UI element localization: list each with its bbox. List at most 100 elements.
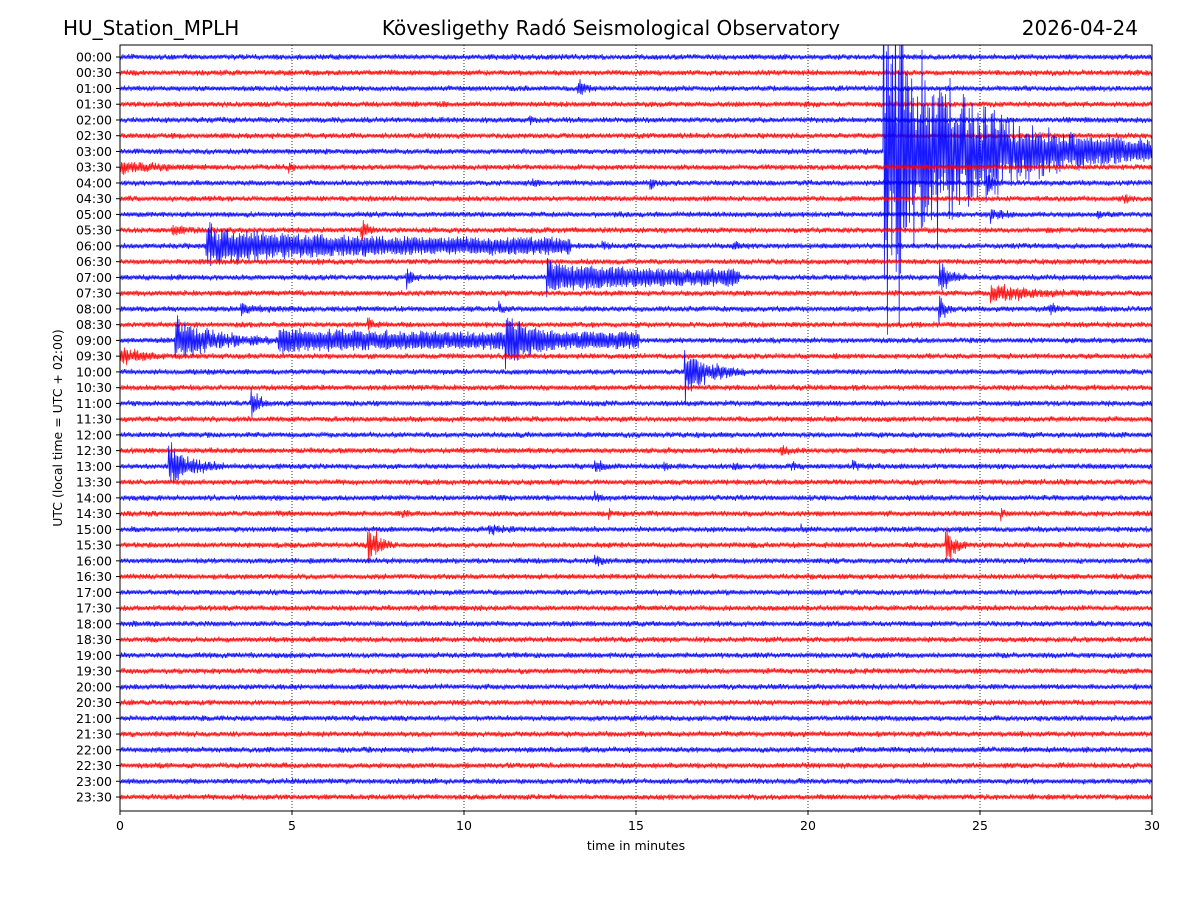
y-tick-label: 03:30 (76, 160, 112, 175)
y-axis-label: UTC (local time = UTC + 02:00) (50, 329, 65, 527)
trace-2200 (120, 746, 1152, 754)
y-tick-label: 09:00 (76, 333, 112, 348)
y-tick-label: 10:00 (76, 364, 112, 379)
trace-0730 (120, 283, 1152, 304)
y-tick-label: 12:30 (76, 443, 112, 458)
x-tick-label: 20 (800, 818, 816, 833)
y-axis: 00:0000:3001:0001:3002:0002:3003:0003:30… (76, 50, 120, 805)
trace-0300 (120, 45, 1152, 335)
trace-0900 (120, 315, 1152, 370)
y-tick-label: 14:00 (76, 490, 112, 505)
trace-0930 (120, 346, 1152, 366)
station-name: HU_Station_MPLH (63, 16, 240, 40)
y-tick-label: 02:00 (76, 112, 112, 127)
trace-1900 (120, 651, 1152, 659)
y-tick-label: 17:30 (76, 601, 112, 616)
y-tick-label: 22:00 (76, 742, 112, 757)
trace-2130 (120, 730, 1152, 738)
y-tick-label: 23:30 (76, 790, 112, 805)
y-tick-label: 05:00 (76, 207, 112, 222)
y-tick-label: 03:00 (76, 144, 112, 159)
x-tick-label: 5 (288, 818, 296, 833)
y-tick-label: 21:30 (76, 727, 112, 742)
y-tick-label: 05:30 (76, 223, 112, 238)
trace-1130 (120, 415, 1152, 423)
y-tick-label: 20:30 (76, 695, 112, 710)
y-tick-label: 23:00 (76, 774, 112, 789)
trace-1730 (120, 604, 1152, 612)
trace-1230 (120, 445, 1152, 456)
trace-1330 (120, 478, 1152, 486)
trace-1300 (120, 442, 1152, 484)
y-tick-label: 10:30 (76, 380, 112, 395)
x-tick-label: 30 (1144, 818, 1160, 833)
trace-1530 (120, 526, 1152, 563)
y-tick-label: 01:30 (76, 97, 112, 112)
trace-0800 (120, 295, 1152, 324)
y-tick-label: 20:00 (76, 679, 112, 694)
y-tick-label: 16:30 (76, 569, 112, 584)
trace-0700 (120, 257, 1152, 298)
y-tick-label: 21:00 (76, 711, 112, 726)
y-tick-label: 08:00 (76, 301, 112, 316)
y-tick-label: 11:30 (76, 412, 112, 427)
trace-1000 (120, 349, 1152, 405)
x-tick-label: 25 (972, 818, 988, 833)
y-tick-label: 17:00 (76, 585, 112, 600)
trace-0530 (120, 219, 1152, 242)
y-tick-label: 06:00 (76, 238, 112, 253)
y-tick-label: 12:00 (76, 427, 112, 442)
trace-0000 (120, 53, 1152, 61)
y-tick-label: 08:30 (76, 317, 112, 332)
y-tick-label: 22:30 (76, 758, 112, 773)
y-tick-label: 13:30 (76, 475, 112, 490)
trace-1430 (120, 507, 1152, 522)
trace-0400 (120, 174, 1152, 195)
y-tick-label: 00:00 (76, 50, 112, 65)
grid-lines (291, 45, 981, 811)
y-tick-label: 19:30 (76, 664, 112, 679)
y-tick-label: 14:30 (76, 506, 112, 521)
trace-0500 (120, 209, 1152, 224)
x-axis-label: time in minutes (587, 838, 685, 853)
x-tick-label: 0 (116, 818, 124, 833)
trace-1800 (120, 620, 1152, 628)
trace-2030 (120, 699, 1152, 706)
y-tick-label: 01:00 (76, 81, 112, 96)
trace-1400 (120, 490, 1152, 502)
trace-1930 (120, 667, 1152, 675)
trace-1600 (120, 554, 1152, 567)
date-label: 2026-04-24 (1021, 16, 1138, 40)
trace-2000 (120, 683, 1152, 691)
trace-0130 (120, 100, 1152, 108)
trace-0100 (120, 79, 1152, 95)
traces (120, 45, 1152, 801)
y-tick-label: 02:30 (76, 128, 112, 143)
trace-1030 (120, 384, 1152, 391)
chart-title: Kövesligethy Radó Seismological Observat… (381, 16, 841, 40)
trace-1830 (120, 636, 1152, 644)
y-tick-label: 18:30 (76, 632, 112, 647)
x-tick-label: 10 (456, 818, 472, 833)
trace-1200 (120, 431, 1152, 439)
y-tick-label: 07:00 (76, 270, 112, 285)
y-tick-label: 13:00 (76, 459, 112, 474)
y-tick-label: 09:30 (76, 349, 112, 364)
y-tick-label: 16:00 (76, 553, 112, 568)
y-tick-label: 00:30 (76, 65, 112, 80)
y-tick-label: 04:00 (76, 175, 112, 190)
y-tick-label: 07:30 (76, 286, 112, 301)
trace-0600 (120, 221, 1152, 267)
trace-2100 (120, 714, 1152, 722)
y-tick-label: 19:00 (76, 648, 112, 663)
trace-0200 (120, 115, 1152, 126)
trace-2330 (120, 793, 1152, 801)
y-tick-label: 06:30 (76, 254, 112, 269)
trace-0030 (120, 69, 1152, 77)
y-tick-label: 15:30 (76, 538, 112, 553)
trace-2230 (120, 762, 1152, 769)
trace-0430 (120, 194, 1152, 204)
trace-0830 (120, 317, 1152, 331)
trace-1630 (120, 573, 1152, 580)
